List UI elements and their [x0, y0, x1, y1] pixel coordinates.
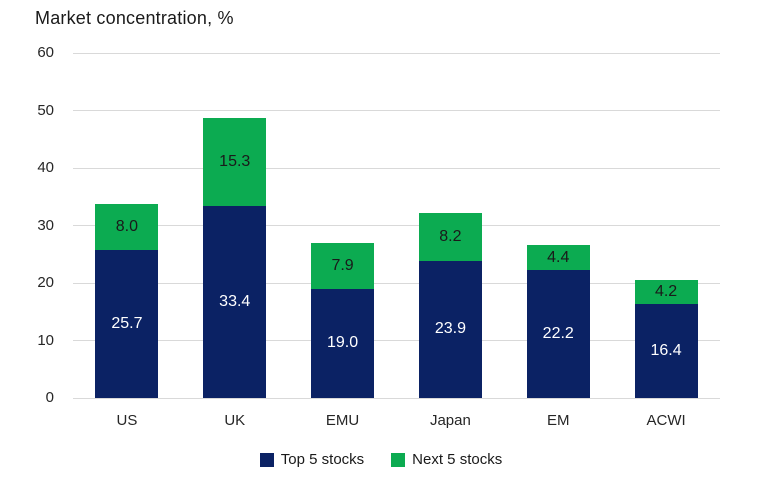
bar-segment-top5-uk: 33.4	[203, 205, 267, 398]
gridline	[73, 167, 720, 169]
bar-segment-next5-em: 4.4	[526, 245, 590, 271]
y-axis-tick-label: 40	[37, 159, 54, 176]
bar-segment-top5-japan: 23.9	[418, 260, 482, 398]
legend-label: Next 5 stocks	[412, 451, 503, 468]
bar-value-label: 8.2	[439, 227, 462, 245]
bar-value-label: 33.4	[219, 292, 251, 310]
legend: Top 5 stocks Next 5 stocks	[0, 451, 762, 468]
gridline	[73, 110, 720, 111]
bar-value-label: 8.0	[115, 218, 139, 236]
bar-segment-next5-uk: 15.3	[203, 117, 267, 206]
gridline	[73, 397, 720, 399]
gridline	[73, 282, 720, 284]
x-axis-label: Japan	[429, 412, 471, 429]
legend-item: Top 5 stocks	[259, 451, 365, 468]
y-axis-tick-label: 60	[37, 44, 54, 61]
bar-value-label: 25.7	[111, 315, 143, 333]
y-axis-tick-label: 30	[37, 216, 54, 234]
bar-segment-next5-us: 8.0	[95, 204, 159, 251]
bar-value-label: 19.0	[327, 334, 359, 352]
x-axis-label: EMU	[325, 412, 360, 429]
bar-segment-top5-em: 22.2	[526, 270, 590, 398]
bar-value-label: 7.9	[331, 257, 354, 275]
gridline	[73, 52, 720, 54]
x-axis-label: US	[116, 412, 138, 429]
bar-value-label: 4.4	[547, 248, 570, 266]
bar-segment-top5-emu: 19.0	[311, 288, 375, 398]
legend-item: Next 5 stocks	[391, 451, 502, 468]
legend-swatch	[259, 452, 274, 467]
legend-swatch	[391, 452, 406, 467]
bar-value-label: 4.2	[654, 282, 678, 300]
y-axis-tick-label: 0	[45, 389, 54, 406]
y-axis-tick-label: 10	[37, 331, 54, 349]
y-axis-tick-label: 20	[37, 274, 54, 291]
bar-segment-top5-us: 25.7	[95, 250, 159, 398]
bar-value-label: 22.2	[542, 325, 574, 343]
x-axis-label: EM	[546, 412, 570, 429]
x-axis-label: ACWI	[646, 412, 686, 429]
bar-segment-top5-acwi: 16.4	[634, 303, 698, 398]
bar-segment-next5-japan: 8.2	[418, 213, 482, 261]
x-axis-label: UK	[224, 412, 246, 429]
gridline	[73, 340, 720, 341]
bar-value-label: 16.4	[650, 341, 682, 359]
legend-label: Top 5 stocks	[280, 451, 365, 468]
gridline	[73, 225, 720, 226]
chart-title: Market concentration, %	[35, 8, 234, 28]
bar-segment-next5-acwi: 4.2	[634, 279, 698, 304]
bar-value-label: 23.9	[434, 320, 466, 338]
bar-segment-next5-emu: 7.9	[311, 243, 375, 289]
bar-value-label: 15.3	[219, 152, 251, 170]
y-axis-tick-label: 50	[37, 101, 54, 119]
